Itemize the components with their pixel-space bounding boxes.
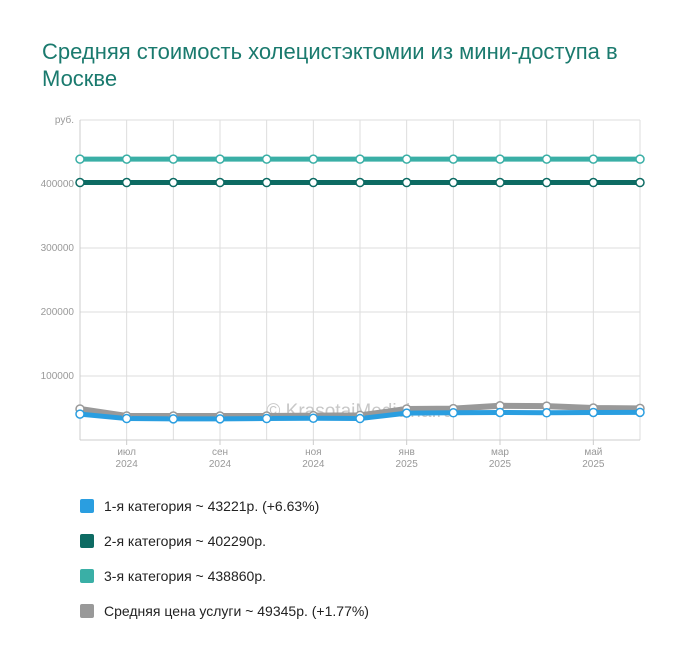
data-point-0 <box>541 408 552 418</box>
data-point-0 <box>448 408 459 418</box>
data-point-0 <box>121 413 132 424</box>
data-point-0 <box>168 414 179 424</box>
data-point-2 <box>448 154 459 164</box>
data-point-1 <box>355 177 365 188</box>
data-point-2 <box>261 154 272 164</box>
x-tick-year: 2025 <box>489 459 512 470</box>
data-point-2 <box>308 154 319 164</box>
data-point-1 <box>261 177 272 188</box>
y-tick-label: 100000 <box>41 371 75 382</box>
data-point-0 <box>308 413 319 423</box>
x-tick-year: 2024 <box>116 459 139 470</box>
data-point-2 <box>168 154 179 164</box>
data-point-1 <box>308 177 319 188</box>
legend-swatch <box>80 533 94 548</box>
x-tick-year: 2025 <box>582 459 605 470</box>
data-point-0 <box>401 408 412 418</box>
data-point-2 <box>75 154 85 164</box>
data-point-1 <box>448 177 459 188</box>
data-point-2 <box>635 154 645 164</box>
legend-swatch <box>80 568 94 583</box>
legend-label: Средняя цена услуги ~ 49345р. (+1.77%) <box>104 602 369 619</box>
data-point-0 <box>75 409 85 419</box>
data-point-2 <box>588 154 599 164</box>
data-point-1 <box>635 177 645 188</box>
y-tick-label: 400000 <box>41 179 75 190</box>
x-tick-year: 2024 <box>302 459 325 470</box>
y-axis-ticks: 100000 200000 300000 400000 <box>41 179 75 382</box>
legend-swatch <box>80 603 94 618</box>
data-point-1 <box>121 177 132 188</box>
data-point-2 <box>121 154 132 164</box>
legend: 1-я категория ~ 43221р. (+6.63%) 2-я кат… <box>80 488 369 628</box>
data-point-1 <box>215 177 225 188</box>
x-tick-year: 2024 <box>209 459 232 470</box>
x-tick-label: июл <box>117 447 136 458</box>
x-tick-label: май <box>584 447 602 458</box>
legend-item-average[interactable]: Средняя цена услуги ~ 49345р. (+1.77%) <box>80 593 369 628</box>
x-tick-label: сен <box>212 447 228 458</box>
data-point-2 <box>215 154 225 164</box>
legend-item-cat3[interactable]: 3-я категория ~ 438860р. <box>80 558 369 593</box>
data-point-2 <box>401 154 412 164</box>
x-axis-ticks: июл2024сен2024ноя2024янв2025мар2025май20… <box>116 440 605 470</box>
y-axis-label: руб. <box>55 114 74 126</box>
data-point-2 <box>355 154 365 164</box>
data-point-1 <box>168 177 179 188</box>
data-point-1 <box>75 177 85 188</box>
y-tick-label: 300000 <box>41 243 75 254</box>
x-tick-label: янв <box>399 447 415 458</box>
data-point-1 <box>495 177 505 188</box>
data-point-0 <box>495 407 505 418</box>
series-group <box>75 154 645 424</box>
chart-title: Средняя стоимость холецистэктомии из мин… <box>42 39 618 91</box>
data-point-2 <box>541 154 552 164</box>
data-point-2 <box>495 154 505 164</box>
data-point-0 <box>355 413 365 424</box>
data-point-1 <box>541 177 552 188</box>
legend-item-cat2[interactable]: 2-я категория ~ 402290р. <box>80 523 369 558</box>
data-point-0 <box>261 413 272 424</box>
data-point-0 <box>215 414 225 424</box>
x-tick-label: ноя <box>305 447 322 458</box>
legend-label: 2-я категория ~ 402290р. <box>104 532 266 549</box>
legend-label: 1-я категория ~ 43221р. (+6.63%) <box>104 497 320 514</box>
y-tick-label: 200000 <box>41 307 75 318</box>
grid <box>79 119 641 441</box>
data-point-0 <box>588 407 599 418</box>
data-point-0 <box>635 407 645 418</box>
x-tick-year: 2025 <box>396 459 419 470</box>
x-tick-label: мар <box>491 447 509 458</box>
legend-item-cat1[interactable]: 1-я категория ~ 43221р. (+6.63%) <box>80 488 369 523</box>
data-point-1 <box>401 177 412 188</box>
legend-label: 3-я категория ~ 438860р. <box>104 567 266 584</box>
data-point-1 <box>588 177 599 188</box>
legend-swatch <box>80 498 94 513</box>
